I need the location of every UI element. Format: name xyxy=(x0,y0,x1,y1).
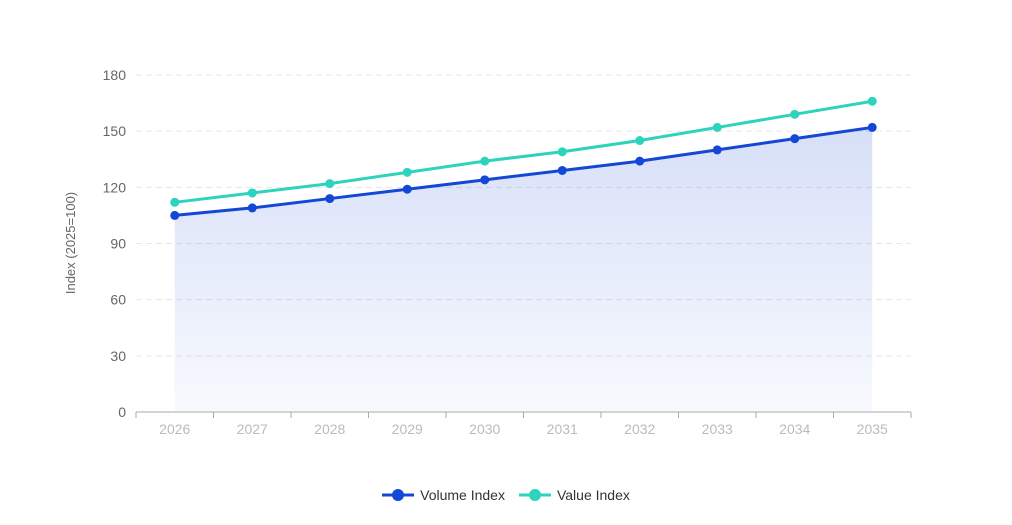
x-tick-label: 2029 xyxy=(392,421,423,437)
legend-label: Volume Index xyxy=(420,487,505,503)
data-point[interactable] xyxy=(557,147,567,157)
y-axis-ticks: 0 30 60 90 120 150 180 xyxy=(103,67,127,420)
y-axis-label: Index (2025=100) xyxy=(63,192,78,294)
x-tick-label: 2031 xyxy=(547,421,578,437)
data-point[interactable] xyxy=(790,134,800,144)
data-point[interactable] xyxy=(402,167,412,177)
x-axis: 2026 2027 2028 2029 2030 2031 2032 2033 2034 2035 xyxy=(135,411,912,437)
data-point[interactable] xyxy=(635,136,645,146)
y-tick-label: 150 xyxy=(103,123,127,139)
legend-line-marker-icon xyxy=(382,489,415,501)
series-lines[interactable] xyxy=(170,96,877,220)
legend-line-marker-icon xyxy=(518,489,551,501)
data-point[interactable] xyxy=(635,156,645,166)
data-point[interactable] xyxy=(247,203,257,213)
data-point[interactable] xyxy=(480,175,490,185)
series-volume-index[interactable] xyxy=(170,122,877,220)
y-tick-label: 60 xyxy=(110,292,126,308)
data-point[interactable] xyxy=(480,156,490,166)
data-point[interactable] xyxy=(170,197,180,207)
y-tick-label: 120 xyxy=(103,179,127,195)
data-point[interactable] xyxy=(325,194,335,204)
data-point[interactable] xyxy=(867,122,877,132)
data-point[interactable] xyxy=(712,145,722,155)
volume-area xyxy=(174,127,873,412)
data-point[interactable] xyxy=(170,210,180,220)
x-tick-label: 2034 xyxy=(779,421,810,437)
x-tick-label: 2026 xyxy=(159,421,190,437)
x-tick-label: 2028 xyxy=(314,421,345,437)
x-tick-label: 2033 xyxy=(702,421,733,437)
x-tick-label: 2032 xyxy=(624,421,655,437)
y-tick-label: 30 xyxy=(110,348,126,364)
data-point[interactable] xyxy=(790,109,800,119)
data-point[interactable] xyxy=(247,188,257,198)
data-point[interactable] xyxy=(712,122,722,132)
legend-item-value-index[interactable]: Value Index xyxy=(518,487,630,503)
x-tick-label: 2035 xyxy=(857,421,888,437)
data-point[interactable] xyxy=(557,165,567,175)
x-tick-label: 2030 xyxy=(469,421,500,437)
y-tick-label: 90 xyxy=(110,236,126,252)
data-point[interactable] xyxy=(325,179,335,189)
legend: Volume Index Value Index xyxy=(0,487,1012,503)
legend-label: Value Index xyxy=(556,487,630,503)
series-value-index[interactable] xyxy=(170,96,877,207)
x-tick-label: 2027 xyxy=(237,421,268,437)
y-tick-label: 180 xyxy=(103,67,127,83)
data-point[interactable] xyxy=(867,96,877,106)
y-tick-label: 0 xyxy=(118,404,126,420)
legend-item-volume-index[interactable]: Volume Index xyxy=(382,487,505,503)
data-point[interactable] xyxy=(402,184,412,194)
